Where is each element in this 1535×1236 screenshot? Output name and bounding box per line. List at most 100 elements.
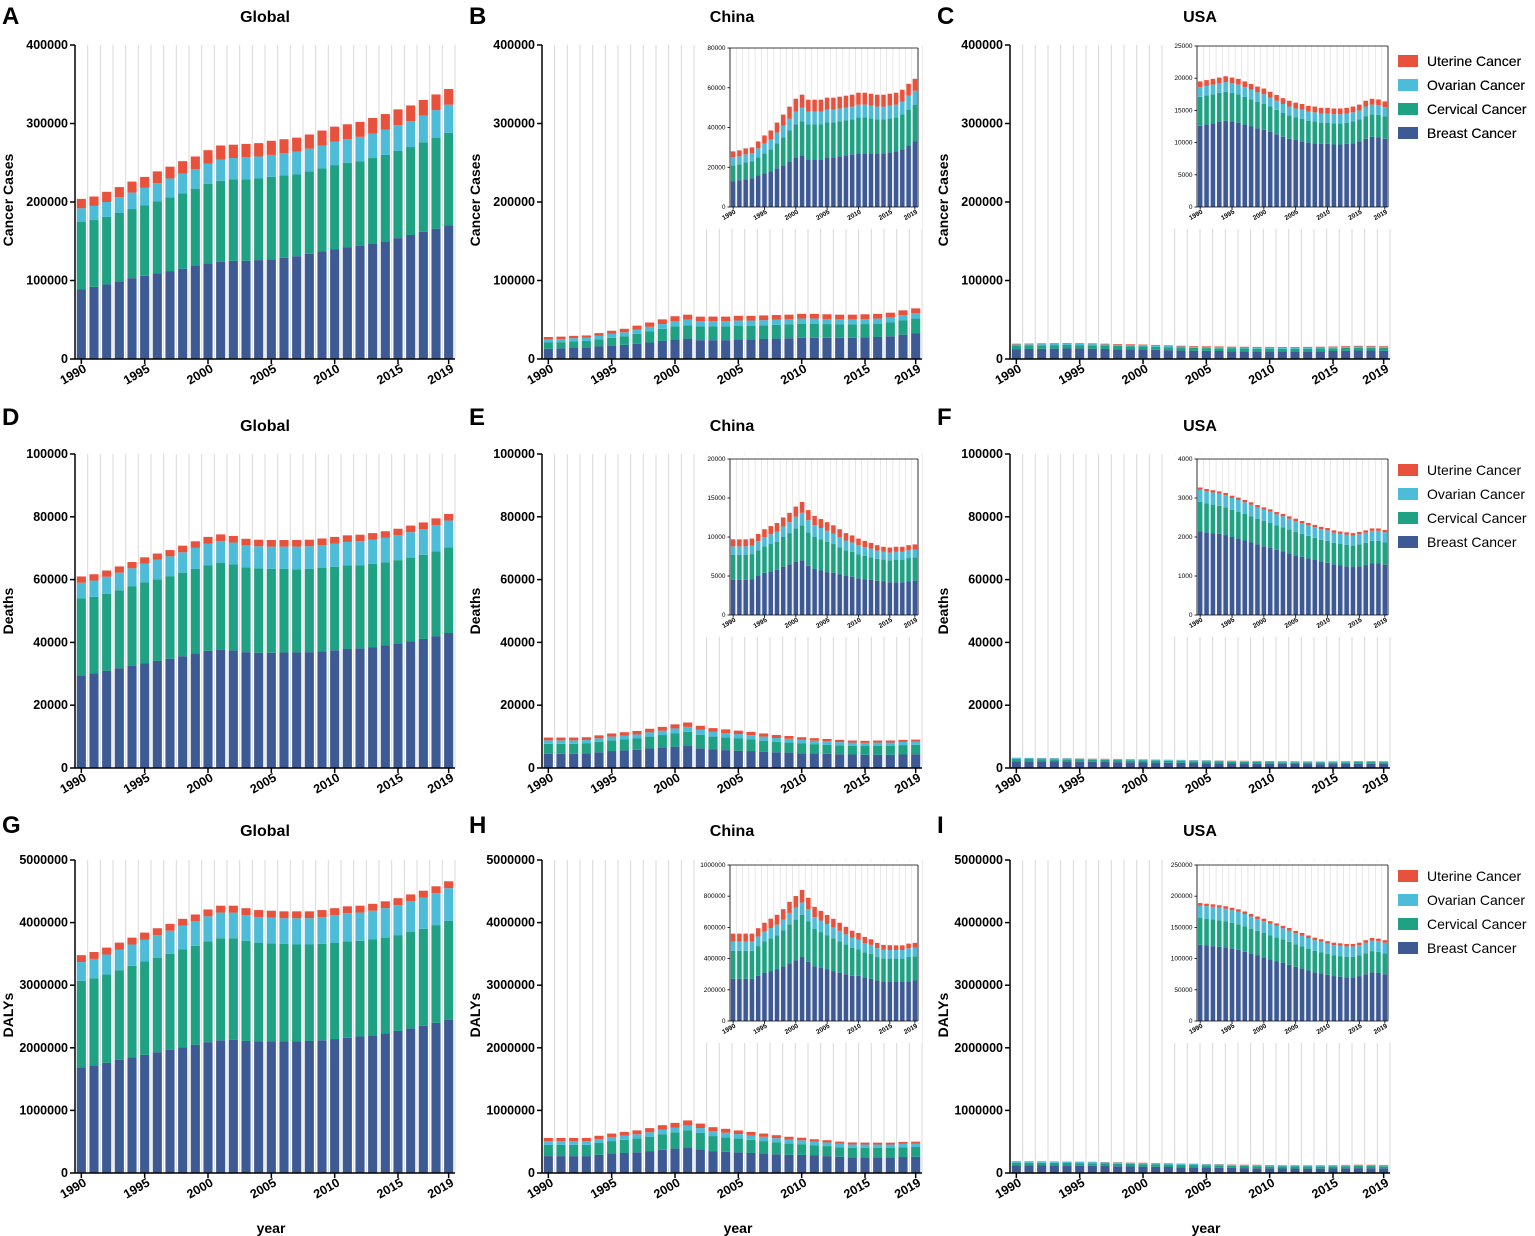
bar-uterine-cancer-2007 [1306, 935, 1311, 939]
bar-cervical-cancer-2001 [799, 914, 805, 958]
bar-uterine-cancer-1996 [768, 918, 773, 929]
bar-ovarian-cancer-2002 [806, 520, 811, 533]
bar-breast-cancer-2001 [1151, 349, 1161, 359]
bar-breast-cancer-1994 [1223, 535, 1228, 615]
bar-uterine-cancer-1994 [1223, 492, 1228, 496]
y-tick-label: 4000000 [19, 916, 68, 930]
bar-uterine-cancer-2017 [1353, 345, 1363, 347]
bar-ovarian-cancer-2011 [1277, 761, 1287, 763]
bar-uterine-cancer-2002 [1274, 94, 1279, 101]
bar-ovarian-cancer-2011 [342, 139, 352, 163]
bar-breast-cancer-2013 [1344, 143, 1349, 207]
bar-breast-cancer-2000 [203, 650, 213, 768]
bar-ovarian-cancer-2004 [254, 546, 264, 569]
panel-G: G GlobalDALYs0100000020000003000000400000… [0, 812, 456, 1236]
bar-cervical-cancer-1995 [762, 153, 767, 174]
bar-breast-cancer-2016 [406, 641, 416, 768]
bar-ovarian-cancer-1993 [749, 153, 755, 162]
bar-ovarian-cancer-1995 [1229, 910, 1235, 923]
bar-uterine-cancer-2008 [771, 735, 781, 739]
bar-breast-cancer-1991 [1204, 532, 1209, 615]
y-axis-label: DALYs [935, 992, 951, 1037]
bar-breast-cancer-2006 [279, 257, 289, 359]
bar-ovarian-cancer-2004 [1189, 760, 1199, 762]
bar-ovarian-cancer-2004 [721, 321, 731, 327]
bar-uterine-cancer-2010 [1325, 941, 1330, 944]
bar-ovarian-cancer-2002 [806, 111, 811, 125]
bar-cervical-cancer-1999 [1255, 930, 1260, 956]
bar-breast-cancer-2000 [1261, 546, 1267, 615]
bar-cervical-cancer-2008 [304, 944, 314, 1041]
y-tick-label: 60000 [500, 573, 535, 587]
bar-breast-cancer-1997 [1100, 1166, 1110, 1173]
bar-uterine-cancer-2004 [721, 316, 731, 322]
bar-ovarian-cancer-2004 [721, 1132, 731, 1138]
bar-uterine-cancer-2016 [1341, 346, 1351, 347]
bar-uterine-cancer-1995 [1075, 343, 1085, 344]
bar-ovarian-cancer-2009 [1252, 1165, 1262, 1167]
bar-cervical-cancer-2001 [1151, 1164, 1161, 1167]
y-tick-label: 400000 [493, 38, 535, 52]
bar-breast-cancer-2018 [431, 636, 441, 768]
bar-breast-cancer-2011 [862, 579, 867, 615]
bar-uterine-cancer-2007 [1306, 522, 1311, 526]
bar-ovarian-cancer-1997 [165, 178, 175, 198]
bar-uterine-cancer-2000 [1138, 344, 1148, 346]
panel-title: Global [240, 823, 290, 840]
panel-F: F USADeaths020000400006000080000100000199… [935, 404, 1527, 797]
bar-ovarian-cancer-2015 [887, 105, 893, 119]
bar-ovarian-cancer-1999 [787, 118, 792, 131]
bar-breast-cancer-2004 [1189, 763, 1199, 768]
bar-breast-cancer-1990 [730, 978, 736, 1021]
bar-breast-cancer-2013 [1303, 1168, 1313, 1173]
bar-cervical-cancer-2004 [818, 124, 824, 160]
bar-ovarian-cancer-1991 [1024, 344, 1034, 346]
bar-cervical-cancer-2009 [1318, 952, 1324, 974]
y-tick-label: 300000 [493, 117, 535, 131]
bar-uterine-cancer-2007 [837, 922, 842, 931]
bar-cervical-cancer-2009 [1252, 1166, 1262, 1169]
bar-cervical-cancer-2008 [304, 171, 314, 254]
y-tick-label: 2000000 [19, 1041, 68, 1055]
bar-ovarian-cancer-2007 [1306, 938, 1311, 949]
bar-ovarian-cancer-1996 [1236, 84, 1241, 95]
bar-uterine-cancer-1992 [743, 148, 748, 155]
bar-ovarian-cancer-2018 [431, 524, 441, 552]
bar-ovarian-cancer-2018 [431, 110, 441, 138]
bar-cervical-cancer-1998 [1113, 760, 1123, 763]
bar-breast-cancer-1991 [556, 753, 566, 768]
bar-cervical-cancer-2019 [912, 956, 918, 981]
bar-cervical-cancer-1994 [127, 965, 137, 1058]
bar-breast-cancer-1992 [1037, 1165, 1047, 1173]
bar-ovarian-cancer-2003 [708, 321, 718, 327]
bar-ovarian-cancer-2009 [1318, 941, 1324, 953]
bar-cervical-cancer-1999 [787, 130, 792, 162]
bar-ovarian-cancer-2001 [1151, 345, 1161, 347]
bar-breast-cancer-2000 [1261, 129, 1267, 207]
bar-ovarian-cancer-1998 [178, 925, 188, 950]
bar-breast-cancer-2001 [683, 746, 693, 768]
bar-cervical-cancer-2008 [304, 568, 314, 653]
y-tick-label: 4000000 [954, 916, 1003, 930]
bar-uterine-cancer-2001 [1267, 509, 1273, 512]
bar-ovarian-cancer-2011 [1331, 114, 1337, 124]
bar-breast-cancer-2014 [1315, 1168, 1325, 1173]
bar-uterine-cancer-2014 [881, 94, 886, 107]
bar-breast-cancer-2001 [799, 560, 805, 615]
bar-ovarian-cancer-2006 [1214, 347, 1224, 349]
bar-ovarian-cancer-1990 [76, 962, 86, 981]
bar-cervical-cancer-1996 [619, 1139, 629, 1153]
bar-uterine-cancer-2017 [900, 945, 905, 951]
bar-cervical-cancer-1994 [1223, 507, 1228, 536]
legend-label-ovarian-cancer: Ovarian Cancer [1427, 77, 1525, 93]
bar-uterine-cancer-2016 [893, 945, 899, 951]
bar-cervical-cancer-1999 [657, 735, 667, 748]
x-tick-label: 2019 [1360, 1175, 1391, 1201]
panel-letter: A [2, 3, 19, 30]
bar-uterine-cancer-2009 [317, 910, 327, 917]
bar-breast-cancer-2003 [1280, 136, 1286, 207]
bar-ovarian-cancer-1995 [140, 939, 150, 962]
bar-uterine-cancer-2016 [1363, 940, 1369, 943]
bar-breast-cancer-2014 [1315, 351, 1325, 359]
bar-cervical-cancer-2000 [670, 733, 680, 747]
